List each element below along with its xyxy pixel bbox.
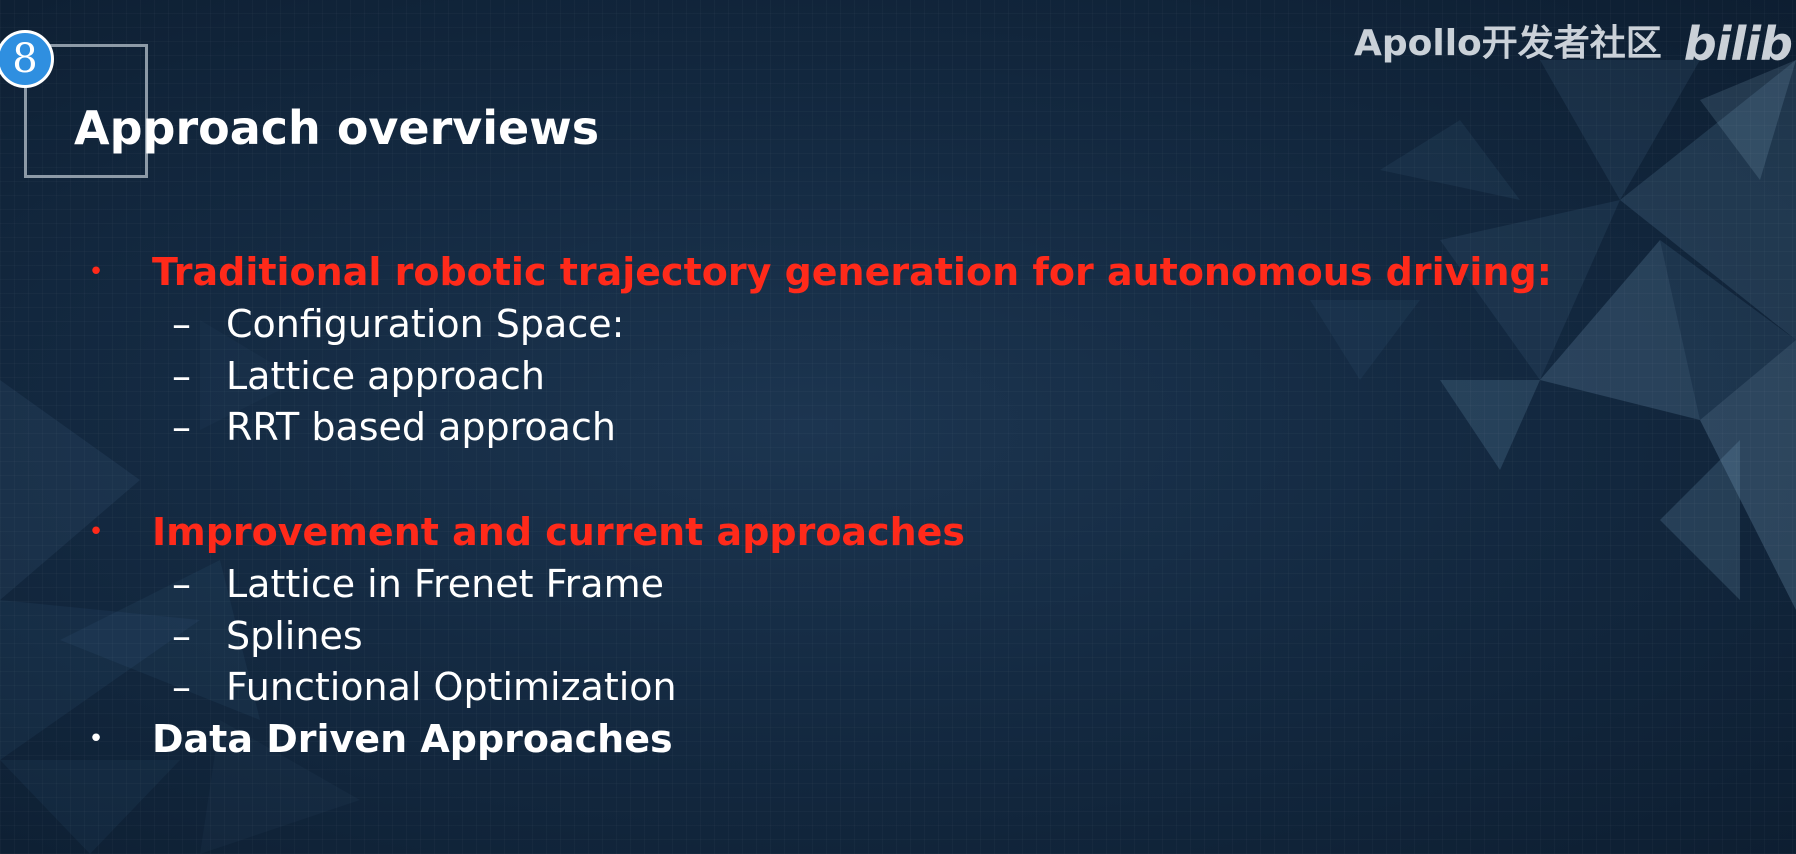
watermark: Apollo开发者社区 bilib: [1354, 17, 1793, 71]
sub-bullet-text: Splines: [226, 614, 363, 658]
bullet-heading: Traditional robotic trajectory generatio…: [152, 250, 1552, 294]
sub-bullet-marker: –: [172, 665, 191, 709]
sub-bullet-text: RRT based approach: [226, 405, 616, 449]
sub-bullet-marker: –: [172, 354, 191, 398]
sub-bullet-text: Lattice approach: [226, 354, 545, 398]
bullet-marker: •: [88, 724, 104, 754]
sub-bullet-marker: –: [172, 405, 191, 449]
sub-bullet-marker: –: [172, 614, 191, 658]
title-frame: [24, 44, 148, 178]
bullet-marker: •: [88, 517, 104, 547]
sub-bullet-text: Functional Optimization: [226, 665, 677, 709]
slide-title: Approach overviews: [74, 101, 600, 155]
sub-bullet-text: Lattice in Frenet Frame: [226, 562, 664, 606]
bullet-marker: •: [88, 257, 104, 287]
slide-number-badge: 8: [0, 30, 54, 88]
bullet-heading: Data Driven Approaches: [152, 717, 673, 761]
sub-bullet-marker: –: [172, 302, 191, 346]
sub-bullet-marker: –: [172, 562, 191, 606]
bilibili-logo-icon: bilib: [1683, 17, 1793, 71]
bullet-heading: Improvement and current approaches: [152, 510, 966, 554]
sub-bullet-text: Configuration Space:: [226, 302, 625, 346]
watermark-text: Apollo开发者社区: [1354, 23, 1662, 64]
